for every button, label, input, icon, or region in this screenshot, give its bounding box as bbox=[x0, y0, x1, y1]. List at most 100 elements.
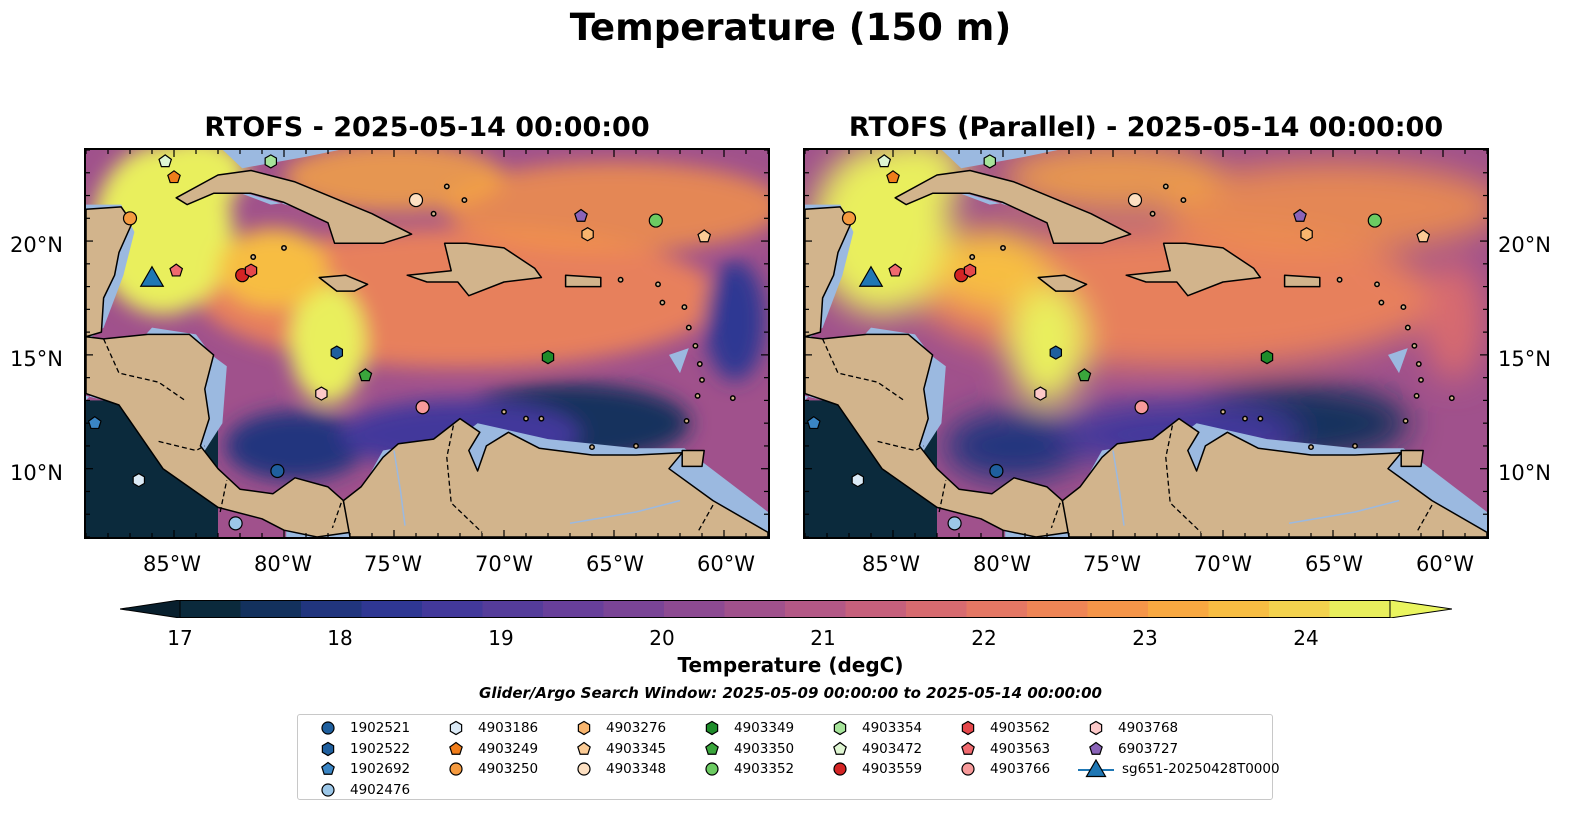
station-4903250 bbox=[841, 211, 857, 226]
land-island bbox=[683, 417, 690, 424]
shelf-area bbox=[1388, 348, 1408, 374]
hexagon-marker-icon bbox=[961, 720, 975, 736]
land-island bbox=[1400, 304, 1407, 311]
station-4903768 bbox=[1034, 386, 1047, 401]
colorbar-swatch bbox=[1329, 600, 1391, 618]
colorbar-swatch bbox=[845, 600, 907, 618]
land-island bbox=[1257, 415, 1264, 422]
legend-label: 4903352 bbox=[734, 761, 795, 777]
colorbar-outline bbox=[179, 600, 1391, 618]
lat-label-left-15n: 15°N bbox=[10, 347, 63, 371]
circle-marker-icon bbox=[577, 762, 591, 776]
station-1902522 bbox=[330, 345, 344, 360]
pentagon-marker-icon bbox=[705, 741, 719, 755]
land-island bbox=[694, 392, 701, 399]
land-yucatan bbox=[86, 206, 133, 338]
right-panel-title: RTOFS (Parallel) - 2025-05-14 00:00:00 bbox=[848, 112, 1444, 143]
station-4903350 bbox=[1077, 368, 1092, 382]
left-panel-title: RTOFS - 2025-05-14 00:00:00 bbox=[204, 112, 650, 143]
land-island bbox=[589, 444, 595, 451]
country-border bbox=[697, 504, 714, 533]
station-4903249 bbox=[886, 170, 900, 184]
land-island bbox=[633, 442, 639, 449]
colorbar-swatch bbox=[906, 600, 967, 618]
circle-marker-icon bbox=[321, 721, 335, 735]
colorbar-swatch bbox=[301, 600, 362, 618]
land-jamaica bbox=[318, 274, 369, 292]
colorbar-swatch bbox=[1269, 600, 1330, 618]
pentagon-marker-icon bbox=[833, 741, 847, 755]
legend-label: 4903354 bbox=[862, 720, 923, 736]
colorbar-swatch bbox=[240, 600, 302, 618]
land-island bbox=[699, 376, 705, 383]
lon-label-left-70w: 70°W bbox=[475, 552, 533, 576]
station-sg651-20250428T0000 bbox=[139, 265, 165, 287]
colorbar-swatch bbox=[785, 600, 846, 618]
station-4903350 bbox=[358, 368, 373, 382]
land-island bbox=[281, 244, 287, 251]
land-island bbox=[1220, 408, 1226, 415]
land-island bbox=[250, 254, 257, 260]
land-cuba bbox=[894, 169, 1132, 245]
colorbar-swatch bbox=[422, 600, 483, 618]
station-4903766 bbox=[1134, 400, 1149, 415]
station-4903352 bbox=[648, 213, 663, 228]
legend-label: 4903250 bbox=[478, 761, 539, 777]
lat-label-left-20n: 20°N bbox=[10, 233, 63, 257]
pentagon-marker-icon bbox=[1089, 741, 1103, 755]
hexagon-marker-icon bbox=[705, 720, 719, 736]
land-island bbox=[1415, 361, 1422, 367]
country-border bbox=[158, 440, 206, 452]
land-island bbox=[1418, 376, 1424, 383]
land-puerto-rico bbox=[1283, 274, 1321, 288]
land-island bbox=[655, 281, 661, 288]
colorbar-low-extend bbox=[120, 600, 181, 618]
station-4903276 bbox=[1300, 227, 1313, 242]
colorbar-swatch bbox=[180, 600, 241, 618]
land-island bbox=[430, 210, 437, 217]
station-4903349 bbox=[1260, 349, 1274, 365]
land-island bbox=[1402, 417, 1409, 424]
colorbar-tick-18: 18 bbox=[327, 626, 353, 650]
river bbox=[569, 499, 681, 525]
land-island bbox=[1162, 183, 1169, 190]
lon-label-right-80w: 80°W bbox=[973, 552, 1031, 576]
colorbar-tick-23: 23 bbox=[1132, 626, 1158, 650]
land-island bbox=[1242, 415, 1248, 422]
land-island bbox=[538, 415, 545, 422]
legend-label: 4903562 bbox=[990, 720, 1051, 736]
search-window-caption: Glider/Argo Search Window: 2025-05-09 00… bbox=[479, 684, 1102, 702]
station-6903727 bbox=[1293, 208, 1307, 222]
station-4903354 bbox=[983, 154, 997, 169]
land-island bbox=[1448, 395, 1455, 402]
legend: 1902521 1902522 1902692 4902476 4903186 49032… bbox=[297, 714, 1280, 800]
legend-label: 4903349 bbox=[734, 720, 795, 736]
legend-label: 6903727 bbox=[1118, 740, 1179, 757]
country-border bbox=[446, 425, 483, 533]
legend-label: 1902521 bbox=[350, 720, 411, 736]
land-jamaica bbox=[1037, 274, 1088, 292]
hexagon-marker-icon bbox=[1089, 720, 1103, 736]
colorbar bbox=[120, 600, 1452, 618]
land-island bbox=[1149, 210, 1156, 217]
land-island bbox=[729, 395, 736, 402]
map-canvas-rtofs-parallel bbox=[805, 150, 1487, 537]
colorbar-swatch bbox=[482, 600, 544, 618]
station-4903472 bbox=[158, 154, 173, 168]
station-4902476 bbox=[947, 516, 962, 531]
lat-label-right-15n: 15°N bbox=[1498, 347, 1551, 371]
land-cuba bbox=[175, 169, 413, 245]
land-trinidad bbox=[1400, 449, 1424, 468]
temperature-field bbox=[812, 150, 1487, 481]
colorbar-swatch bbox=[543, 600, 604, 618]
station-4903276 bbox=[581, 227, 594, 242]
shelf-area bbox=[941, 150, 1058, 169]
land-central-america bbox=[805, 333, 1070, 537]
land-island bbox=[1180, 197, 1187, 204]
circle-marker-icon bbox=[833, 762, 847, 776]
country-border bbox=[1050, 502, 1061, 529]
country-border bbox=[822, 338, 905, 401]
station-4903562 bbox=[244, 263, 258, 278]
colorbar-tick-17: 17 bbox=[167, 626, 193, 650]
map-panel-rtofs bbox=[84, 148, 770, 539]
